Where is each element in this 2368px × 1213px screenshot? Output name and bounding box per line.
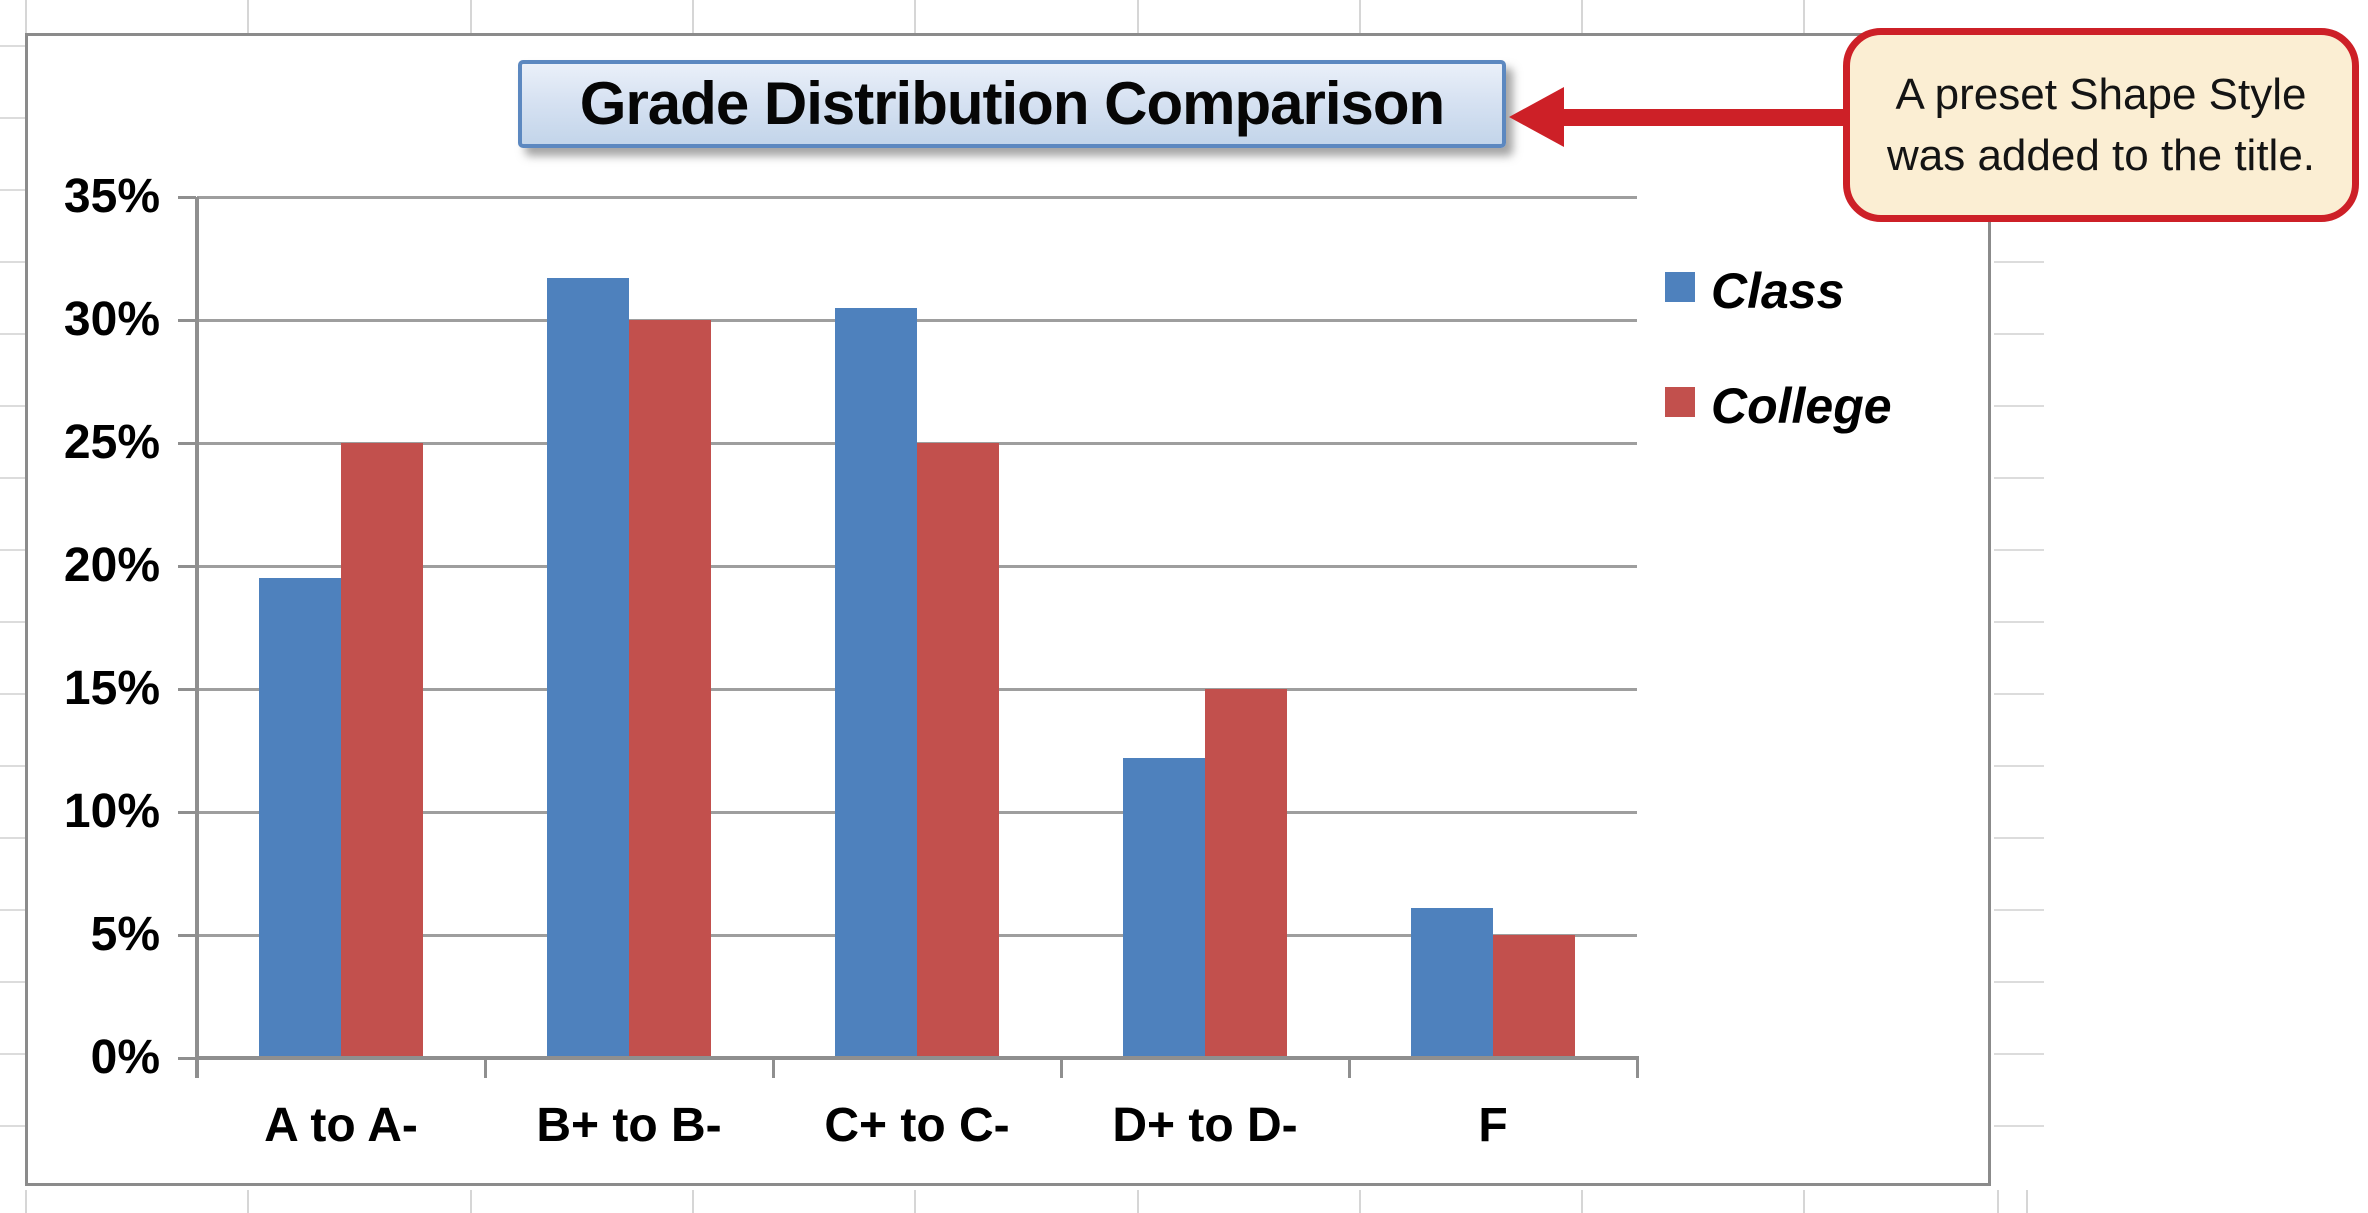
y-tick-label-20: 20%	[63, 539, 160, 592]
y-axis-tick	[178, 565, 196, 568]
bar-class-a-to-a-[interactable]	[259, 578, 341, 1058]
x-axis-tick	[1636, 1060, 1639, 1078]
bar-college-a-to-a-[interactable]	[341, 443, 423, 1058]
worksheet-gridline	[0, 405, 25, 407]
bar-class-f[interactable]	[1411, 908, 1493, 1058]
class-series-swatch	[1665, 272, 1695, 302]
y-axis-tick	[178, 442, 196, 445]
worksheet-gridline	[0, 765, 25, 767]
gridline-35	[197, 196, 1637, 199]
y-tick-label-25: 25%	[63, 416, 160, 469]
worksheet-gridline	[1137, 1190, 1139, 1213]
worksheet-gridline	[1994, 837, 2044, 839]
worksheet-gridline	[0, 333, 25, 335]
x-axis-tick	[1060, 1060, 1063, 1078]
bar-college-c-to-c-[interactable]	[917, 443, 999, 1058]
worksheet-gridline	[0, 693, 25, 695]
bar-class-d-to-d-[interactable]	[1123, 758, 1205, 1058]
x-axis-tick	[484, 1060, 487, 1078]
bar-college-b-to-b-[interactable]	[629, 320, 711, 1058]
worksheet-gridline	[1994, 1053, 2044, 1055]
worksheet-gridline	[1994, 909, 2044, 911]
worksheet-gridline	[1581, 1190, 1583, 1213]
y-axis-tick	[178, 196, 196, 199]
chart-title[interactable]: Grade Distribution Comparison	[518, 60, 1506, 148]
worksheet-gridline	[692, 0, 694, 33]
worksheet-gridline	[1994, 477, 2044, 479]
worksheet-gridline	[0, 1125, 25, 1127]
y-axis-tick	[178, 688, 196, 691]
worksheet-gridline	[470, 1190, 472, 1213]
worksheet-gridline	[692, 1190, 694, 1213]
x-axis-tick	[772, 1060, 775, 1078]
gridline-30	[197, 319, 1637, 322]
value-axis-line	[195, 197, 199, 1078]
worksheet-gridline	[0, 981, 25, 983]
annotation-callout: A preset Shape Style was added to the ti…	[1843, 28, 2359, 222]
y-tick-label-5: 5%	[90, 908, 160, 961]
worksheet-gridline	[1994, 549, 2044, 551]
x-axis-tick	[1348, 1060, 1351, 1078]
x-axis-label-c-to-c-: C+ to C-	[824, 1099, 1010, 1152]
bar-class-c-to-c-[interactable]	[835, 308, 917, 1058]
y-axis-tick	[178, 811, 196, 814]
worksheet-gridline	[1994, 405, 2044, 407]
worksheet-gridline	[1359, 1190, 1361, 1213]
college-series-swatch	[1665, 387, 1695, 417]
worksheet-gridline	[1994, 261, 2044, 263]
worksheet-gridline	[1994, 765, 2044, 767]
worksheet-gridline	[1994, 693, 2044, 695]
worksheet-gridline	[0, 261, 25, 263]
worksheet-gridline	[0, 837, 25, 839]
x-axis-label-d-to-d-: D+ to D-	[1112, 1099, 1298, 1152]
worksheet-gridline	[1997, 1190, 1999, 1213]
worksheet-gridline	[0, 117, 25, 119]
y-axis-tick	[178, 934, 196, 937]
bar-college-f[interactable]	[1493, 935, 1575, 1058]
y-tick-label-15: 15%	[63, 662, 160, 715]
worksheet-gridline	[914, 0, 916, 33]
worksheet-gridline	[0, 909, 25, 911]
legend-label-college: College	[1711, 378, 1892, 434]
y-tick-label-0: 0%	[90, 1031, 160, 1084]
x-axis-label-a-to-a-: A to A-	[264, 1099, 418, 1152]
y-tick-label-10: 10%	[63, 785, 160, 838]
worksheet-gridline	[1803, 1190, 1805, 1213]
worksheet-gridline	[914, 1190, 916, 1213]
y-axis-tick	[178, 319, 196, 322]
worksheet-gridline	[0, 549, 25, 551]
y-axis-tick	[178, 1057, 196, 1060]
worksheet-gridline	[0, 1053, 25, 1055]
worksheet-gridline	[1803, 0, 1805, 33]
worksheet-gridline	[0, 621, 25, 623]
worksheet-gridline	[25, 1190, 27, 1213]
legend-label-class: Class	[1711, 263, 1845, 319]
worksheet-gridline	[0, 45, 25, 47]
worksheet-gridline	[0, 189, 25, 191]
worksheet-gridline	[1994, 333, 2044, 335]
annotation-text: A preset Shape Style was added to the ti…	[1886, 70, 2316, 180]
worksheet-gridline	[0, 477, 25, 479]
worksheet-gridline	[247, 1190, 249, 1213]
worksheet-gridline	[1581, 0, 1583, 33]
annotation-arrow-shaft	[1560, 109, 1848, 126]
bar-class-b-to-b-[interactable]	[547, 278, 629, 1058]
worksheet-gridline	[1359, 0, 1361, 33]
annotation-arrow-head-icon	[1509, 87, 1564, 147]
x-axis-label-f: F	[1478, 1099, 1508, 1152]
worksheet-gridline	[2026, 1190, 2028, 1213]
y-tick-label-30: 30%	[63, 293, 160, 346]
bar-college-d-to-d-[interactable]	[1205, 689, 1287, 1058]
worksheet-gridline	[1994, 1125, 2044, 1127]
worksheet-gridline	[1994, 981, 2044, 983]
x-axis-label-b-to-b-: B+ to B-	[536, 1099, 722, 1152]
category-axis-line	[195, 1056, 1639, 1060]
worksheet-gridline	[247, 0, 249, 33]
worksheet-gridline	[25, 0, 27, 33]
worksheet-gridline	[470, 0, 472, 33]
y-tick-label-35: 35%	[63, 170, 160, 223]
worksheet-gridline	[1137, 0, 1139, 33]
worksheet-gridline	[1994, 621, 2044, 623]
